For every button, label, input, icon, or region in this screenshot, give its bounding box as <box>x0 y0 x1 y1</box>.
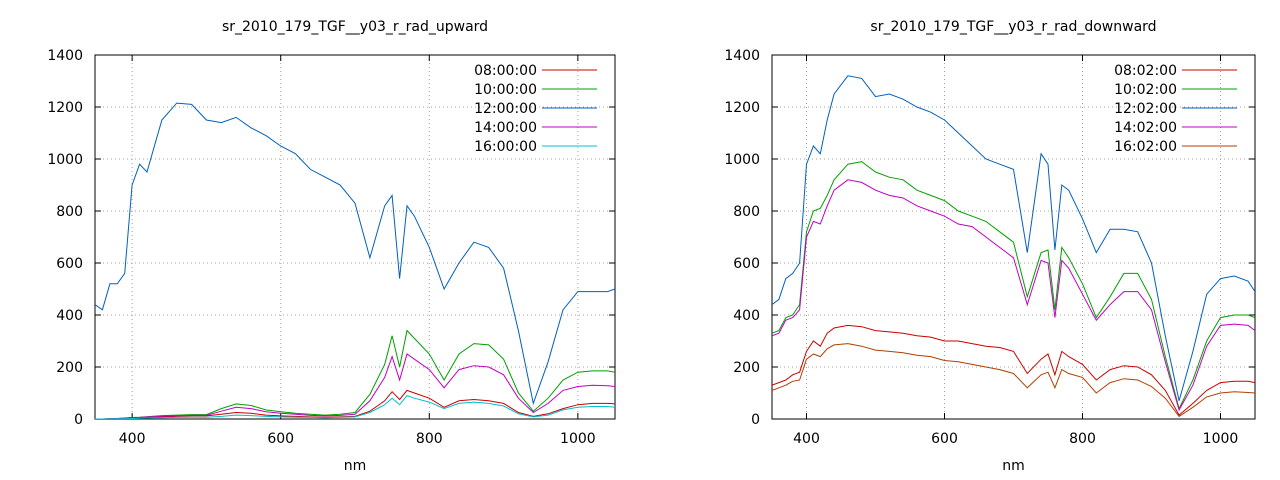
y-tick-label: 800 <box>733 204 760 220</box>
x-tick-label: 1000 <box>1203 431 1239 447</box>
legend-label: 08:00:00 <box>474 63 537 79</box>
series-line-12-00-00 <box>95 102 615 406</box>
series-line-14-00-00 <box>95 353 615 419</box>
legend-label: 16:00:00 <box>474 139 537 155</box>
x-tick-label: 400 <box>119 431 146 447</box>
y-tick-label: 1000 <box>47 152 83 168</box>
series-line-10-00-00 <box>95 329 615 419</box>
series-line-14-02-00 <box>772 179 1255 412</box>
x-tick-label: 600 <box>931 431 958 447</box>
y-tick-label: 400 <box>56 308 83 324</box>
y-tick-label: 1200 <box>47 100 83 116</box>
y-tick-label: 200 <box>56 360 83 376</box>
legend-label: 12:00:00 <box>474 101 537 117</box>
legend-label: 14:00:00 <box>474 120 537 136</box>
chart-title: sr_2010_179_TGF__y03_r_rad_downward <box>870 19 1156 35</box>
legend-label: 14:02:00 <box>1114 120 1177 136</box>
series-line-10-02-00 <box>772 161 1255 411</box>
legend-label: 16:02:00 <box>1114 139 1177 155</box>
series-line-16-02-00 <box>772 343 1255 418</box>
legend-label: 10:02:00 <box>1114 82 1177 98</box>
series-line-16-00-00 <box>95 395 615 419</box>
x-tick-label: 600 <box>267 431 294 447</box>
y-tick-label: 800 <box>56 204 83 220</box>
legend-label: 10:00:00 <box>474 82 537 98</box>
y-tick-label: 600 <box>56 256 83 272</box>
x-tick-label: 400 <box>793 431 820 447</box>
y-tick-label: 1000 <box>724 152 760 168</box>
y-tick-label: 400 <box>733 308 760 324</box>
series-line-08-02-00 <box>772 324 1255 416</box>
chart-downward: sr_2010_179_TGF__y03_r_rad_downward 0 200 4… <box>724 19 1256 474</box>
x-tick-label: 1000 <box>560 431 596 447</box>
y-tick-label: 1200 <box>724 100 760 116</box>
plot-frame <box>94 54 616 420</box>
y-tick-label: 0 <box>751 412 760 428</box>
y-tick-label: 200 <box>733 360 760 376</box>
x-tick-label: 800 <box>1069 431 1096 447</box>
y-tick-label: 600 <box>733 256 760 272</box>
legend-label: 08:02:00 <box>1114 63 1177 79</box>
series-line-12-02-00 <box>772 75 1255 401</box>
chart-upward: sr_2010_179_TGF__y03_r_rad_upward 0 200 400… <box>47 19 616 474</box>
y-tick-label: 1400 <box>724 48 760 64</box>
chart-title: sr_2010_179_TGF__y03_r_rad_upward <box>222 19 488 35</box>
x-tick-label: 800 <box>416 431 443 447</box>
x-axis-label: nm <box>344 458 367 474</box>
x-axis-label: nm <box>1002 458 1025 474</box>
y-tick-label: 0 <box>74 412 83 428</box>
legend-label: 12:02:00 <box>1114 101 1177 117</box>
y-tick-label: 1400 <box>47 48 83 64</box>
plot-frame <box>771 54 1256 420</box>
